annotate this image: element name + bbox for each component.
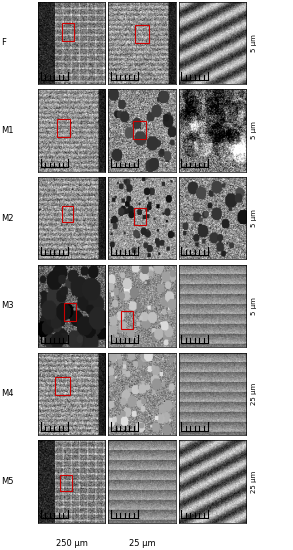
- Text: 5 μm: 5 μm: [251, 34, 257, 52]
- Text: 25 μm: 25 μm: [129, 539, 155, 548]
- Text: 25 μm: 25 μm: [251, 383, 257, 405]
- Text: F: F: [1, 39, 6, 47]
- Bar: [62, 206, 73, 222]
- Text: M1: M1: [1, 126, 14, 135]
- Text: M5: M5: [1, 477, 14, 486]
- Bar: [62, 23, 74, 41]
- Bar: [135, 25, 149, 43]
- Bar: [134, 208, 146, 225]
- Bar: [120, 311, 133, 329]
- Bar: [55, 377, 70, 395]
- Text: 25 μm: 25 μm: [251, 470, 257, 492]
- Text: M4: M4: [1, 389, 14, 398]
- Bar: [133, 120, 146, 139]
- Text: 250 μm: 250 μm: [56, 539, 88, 548]
- Bar: [64, 302, 76, 321]
- Text: M2: M2: [1, 214, 14, 223]
- Text: 5 μm: 5 μm: [251, 297, 257, 315]
- Text: M3: M3: [1, 301, 14, 310]
- Text: 5 μm: 5 μm: [251, 210, 257, 227]
- Text: 5 μm: 5 μm: [251, 122, 257, 140]
- Bar: [60, 475, 72, 491]
- Bar: [57, 119, 70, 137]
